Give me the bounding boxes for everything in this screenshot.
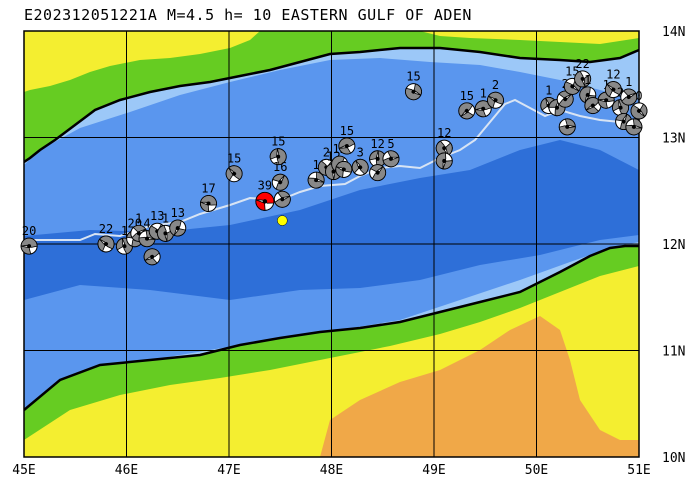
lat-tick-label: 11N xyxy=(662,345,685,360)
lon-tick-label: 48E xyxy=(320,463,343,478)
focal-mechanism xyxy=(200,195,217,213)
event-depth-label: 1 xyxy=(584,73,591,87)
event-depth-label: 1 xyxy=(162,211,169,225)
event-depth-label: 13 xyxy=(150,209,164,223)
focal-mechanism xyxy=(271,173,289,191)
current-event-label: 39 xyxy=(258,178,272,192)
focal-mechanism xyxy=(597,91,615,109)
focal-mechanism xyxy=(225,165,243,183)
event-depth-label: 2 xyxy=(492,78,499,92)
focal-mechanism xyxy=(435,139,453,157)
event-depth-label: 12 xyxy=(606,68,620,82)
event-depth-label: 1 xyxy=(480,87,487,101)
focal-mechanism xyxy=(458,102,476,120)
focal-mechanism xyxy=(338,137,356,155)
focal-mechanism xyxy=(369,150,387,168)
focal-mechanism xyxy=(435,152,453,170)
current-event-mechanism xyxy=(255,191,275,211)
focal-mechanism xyxy=(405,83,422,101)
event-depth-label: 13 xyxy=(171,206,185,220)
event-depth-label: 2 xyxy=(617,86,624,100)
event-depth-label: 17 xyxy=(201,182,215,196)
north-coastline xyxy=(24,46,639,164)
event-depth-label: 1 xyxy=(313,158,320,172)
event-depth-label: 3 xyxy=(357,145,364,159)
north-upland xyxy=(24,31,260,92)
lon-tick-label: 49E xyxy=(422,463,445,478)
focal-mechanism xyxy=(143,248,161,266)
north-upland-east xyxy=(420,31,639,44)
event-depth-label: 15 xyxy=(227,152,241,166)
lon-tick-label: 46E xyxy=(115,463,138,478)
focal-mechanism xyxy=(625,118,643,136)
lat-tick-label: 10N xyxy=(662,451,685,466)
event-depth-label: 22 xyxy=(575,57,589,71)
event-depth-label: 22 xyxy=(99,222,113,236)
south-highland xyxy=(320,316,639,457)
event-depth-label: 15 xyxy=(271,135,285,149)
focal-mechanism xyxy=(558,118,576,136)
focal-mechanism xyxy=(474,100,492,118)
event-depth-label: 2 xyxy=(323,145,330,159)
event-depth-label: 20 xyxy=(22,224,36,238)
aftershock-layer: 2022120141311317151516121212153125151215… xyxy=(20,57,648,266)
focal-mechanism xyxy=(273,190,291,208)
focal-mechanism xyxy=(487,91,504,109)
focal-mechanism xyxy=(620,88,638,106)
event-depth-label: 4 xyxy=(143,217,150,231)
event-depth-label: 1 xyxy=(121,224,128,238)
event-depth-label: 1 xyxy=(135,211,142,225)
focal-mechanism xyxy=(156,224,174,242)
event-depth-label: 12 xyxy=(437,126,451,140)
focal-mechanism xyxy=(169,219,187,237)
lat-tick-label: 13N xyxy=(662,132,685,147)
event-depth-label: 15 xyxy=(460,89,474,103)
event-depth-label: 1 xyxy=(545,84,552,98)
lon-tick-label: 45E xyxy=(12,463,35,478)
event-depth-label: 1 xyxy=(625,75,632,89)
focal-mechanism xyxy=(20,237,38,255)
lon-tick-label: 51E xyxy=(627,463,650,478)
focal-mechanism xyxy=(382,150,400,168)
event-depth-label: 5 xyxy=(387,137,394,151)
focal-mechanism xyxy=(97,235,115,253)
event-depth-label: 15 xyxy=(340,124,354,138)
focal-mechanism xyxy=(269,148,287,166)
event-depth-label: 12 xyxy=(370,137,384,151)
event-depth-label: 15 xyxy=(406,70,420,84)
map-title: E202312051221A M=4.5 h= 10 EASTERN GULF … xyxy=(24,6,472,24)
lat-tick-label: 14N xyxy=(662,25,685,40)
epicenter-marker xyxy=(277,215,288,226)
focal-mechanism xyxy=(630,102,648,120)
event-depth-label: 0 xyxy=(635,89,642,103)
focal-mechanism xyxy=(351,158,369,176)
focal-mechanism xyxy=(369,164,387,182)
south-coastline xyxy=(24,244,639,411)
focal-mechanism xyxy=(335,160,353,178)
focal-mechanism xyxy=(307,171,325,189)
focal-mechanism xyxy=(574,70,592,88)
north-land xyxy=(24,31,639,162)
lon-tick-label: 50E xyxy=(525,463,548,478)
lon-tick-label: 47E xyxy=(217,463,240,478)
focal-mechanism xyxy=(604,81,622,99)
event-depth-label: 16 xyxy=(273,160,287,174)
lat-tick-label: 12N xyxy=(662,238,685,253)
